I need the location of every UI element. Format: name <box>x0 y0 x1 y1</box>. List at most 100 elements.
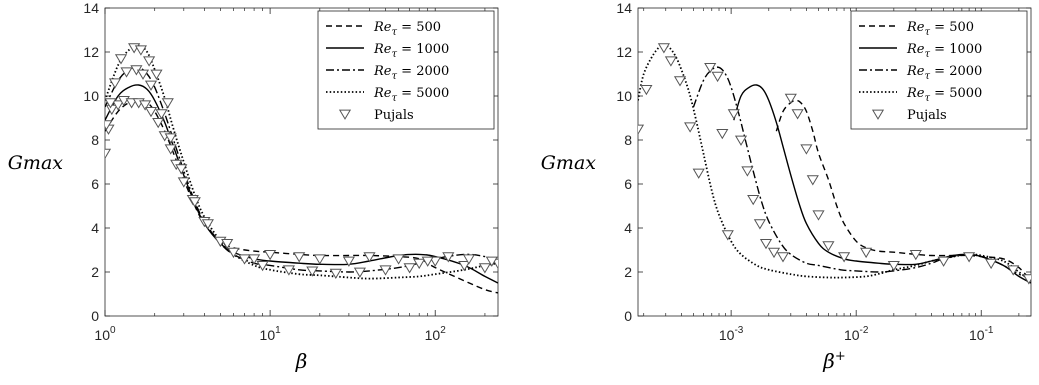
plot-frame <box>637 7 1032 317</box>
legend-label: Reτ = 2000 <box>906 64 982 82</box>
pujals-marker <box>838 252 851 263</box>
series-line-dotted <box>638 44 1031 282</box>
legend-label: Pujals <box>907 108 947 123</box>
pujals-marker <box>221 239 234 250</box>
pujals-marker <box>734 135 748 146</box>
series-line-dashdot <box>105 66 498 273</box>
pujals-marker <box>721 230 734 241</box>
legend-label: Reτ = 5000 <box>373 86 449 104</box>
pujals-marker <box>784 93 797 105</box>
pujals-marker <box>188 197 201 208</box>
pujals-marker <box>800 144 813 155</box>
y-tick-label: 2 <box>624 264 632 280</box>
pujals-marker <box>105 120 113 131</box>
pujals-marker <box>429 256 442 267</box>
pujals-marker <box>704 63 717 74</box>
y-tick-label: 6 <box>91 176 99 192</box>
y-tick-label: 10 <box>616 88 632 104</box>
pujals-marker <box>485 256 498 267</box>
pujals-marker <box>421 256 434 267</box>
pujals-marker <box>403 263 416 274</box>
pujals-marker <box>227 247 240 259</box>
legend-marker-pujals <box>871 109 885 120</box>
pujals-marker <box>741 166 754 177</box>
y-tick-label: 12 <box>616 44 632 60</box>
pujals-marker <box>264 250 277 261</box>
pujals-marker <box>1007 265 1020 276</box>
pujals-marker <box>144 80 158 91</box>
pujals-marker <box>747 195 760 206</box>
legend-label: Reτ = 1000 <box>906 42 982 60</box>
legend-label: Pujals <box>374 108 414 123</box>
pujals-marker <box>673 76 687 87</box>
pujals-marker <box>1022 274 1031 285</box>
pujals-marker <box>152 118 165 129</box>
pujals-marker <box>164 133 177 144</box>
legend-label: Reτ = 500 <box>906 20 974 38</box>
pujals-marker <box>329 268 342 279</box>
pujals-marker <box>640 85 653 96</box>
pujals-marker <box>985 258 998 270</box>
pujals-marker <box>776 252 790 263</box>
pujals-marker <box>136 69 150 80</box>
pujals-marker <box>108 78 122 89</box>
pujals-marker <box>692 168 705 179</box>
plot-frame <box>104 7 499 317</box>
legend-label: Reτ = 5000 <box>906 86 982 104</box>
y-tick-label: 4 <box>91 220 99 236</box>
pujals-marker <box>105 98 117 109</box>
pujals-marker <box>478 263 491 274</box>
pujals-marker <box>684 122 697 133</box>
pujals-marker <box>413 258 426 270</box>
pujals-marker <box>256 261 269 272</box>
pujals-marker <box>491 258 498 270</box>
pujals-marker <box>767 247 781 259</box>
y-tick-label: 4 <box>624 220 632 236</box>
pujals-marker <box>638 124 645 135</box>
pujals-marker <box>657 43 670 54</box>
pujals-marker <box>822 241 835 252</box>
pujals-marker <box>716 129 729 140</box>
pujals-marker <box>353 267 366 278</box>
pujals-marker <box>963 252 976 263</box>
x-tick-label: 102 <box>425 325 447 343</box>
pujals-marker <box>812 210 825 221</box>
y-tick-label: 8 <box>91 132 99 148</box>
x-tick-label: 10-3 <box>719 325 744 343</box>
pujals-marker <box>105 148 112 160</box>
pujals-marker <box>363 252 376 263</box>
y-tick-label: 10 <box>83 88 99 104</box>
pujals-marker <box>909 250 922 261</box>
pujals-marker <box>161 98 174 109</box>
legend-label: Reτ = 2000 <box>373 64 449 82</box>
pujals-marker <box>379 265 392 276</box>
pujals-marker <box>759 239 773 250</box>
pujals-marker <box>164 144 177 155</box>
pujals-marker <box>248 254 261 265</box>
pujals-marker <box>177 177 190 188</box>
legend: Reτ = 500 Reτ = 1000 Reτ = 2000 Reτ = 5000 P… <box>850 10 1028 130</box>
pujals-marker <box>201 219 214 230</box>
pujals-marker <box>306 266 319 277</box>
pujals-marker <box>139 100 152 111</box>
legend-marker-pujals <box>338 109 352 120</box>
series-line-dashdot <box>692 66 1031 280</box>
pujals-marker <box>711 71 724 83</box>
pujals-marker <box>791 109 804 120</box>
x-tick-label: 100 <box>94 325 116 343</box>
y-tick-label: 8 <box>624 132 632 148</box>
pujals-marker <box>125 98 138 109</box>
y-tick-label: 0 <box>624 308 632 324</box>
y-tick-label: 12 <box>83 44 99 60</box>
pujals-marker <box>753 219 766 230</box>
y-tick-label: 14 <box>616 0 632 16</box>
pujals-marker <box>175 164 188 175</box>
pujals-marker <box>114 54 128 65</box>
pujals-marker <box>134 45 147 56</box>
x-tick-label: 101 <box>260 325 282 343</box>
pujals-marker <box>664 56 677 67</box>
pujals-marker <box>392 254 405 265</box>
pujals-marker <box>860 247 873 259</box>
pujals-marker <box>342 256 355 267</box>
